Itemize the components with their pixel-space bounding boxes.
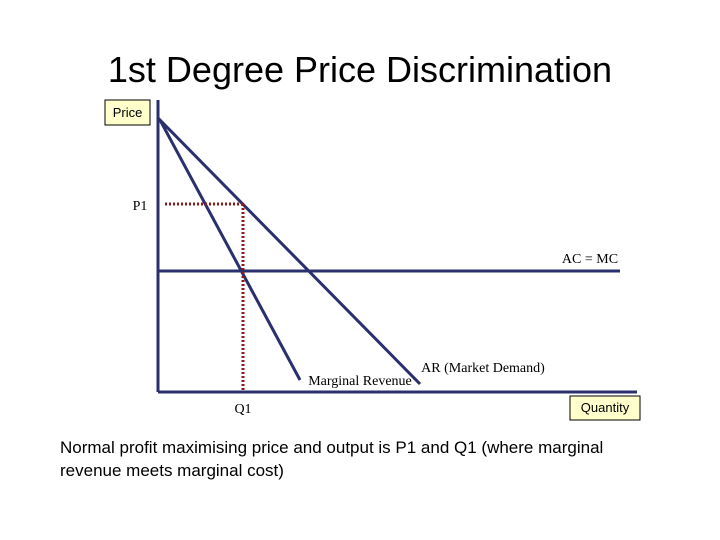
caption-line: Normal profit maximising price and outpu…	[60, 438, 603, 457]
cost-label: AC = MC	[562, 252, 618, 267]
ar-label: AR (Market Demand)	[421, 361, 545, 376]
quantity-box	[569, 395, 641, 421]
mr-label: Marginal Revenue	[308, 374, 412, 389]
q1-label: Q1	[234, 402, 251, 417]
caption-line: revenue meets marginal cost)	[60, 461, 284, 480]
p1-label: P1	[133, 199, 148, 214]
demand-line	[156, 116, 422, 386]
price-box	[104, 99, 151, 126]
y-axis-label: Price	[113, 105, 143, 120]
x-axis-label: Quantity	[581, 400, 630, 415]
title: 1st Degree Price Discrimination	[108, 49, 612, 90]
mr-line	[158, 119, 302, 381]
